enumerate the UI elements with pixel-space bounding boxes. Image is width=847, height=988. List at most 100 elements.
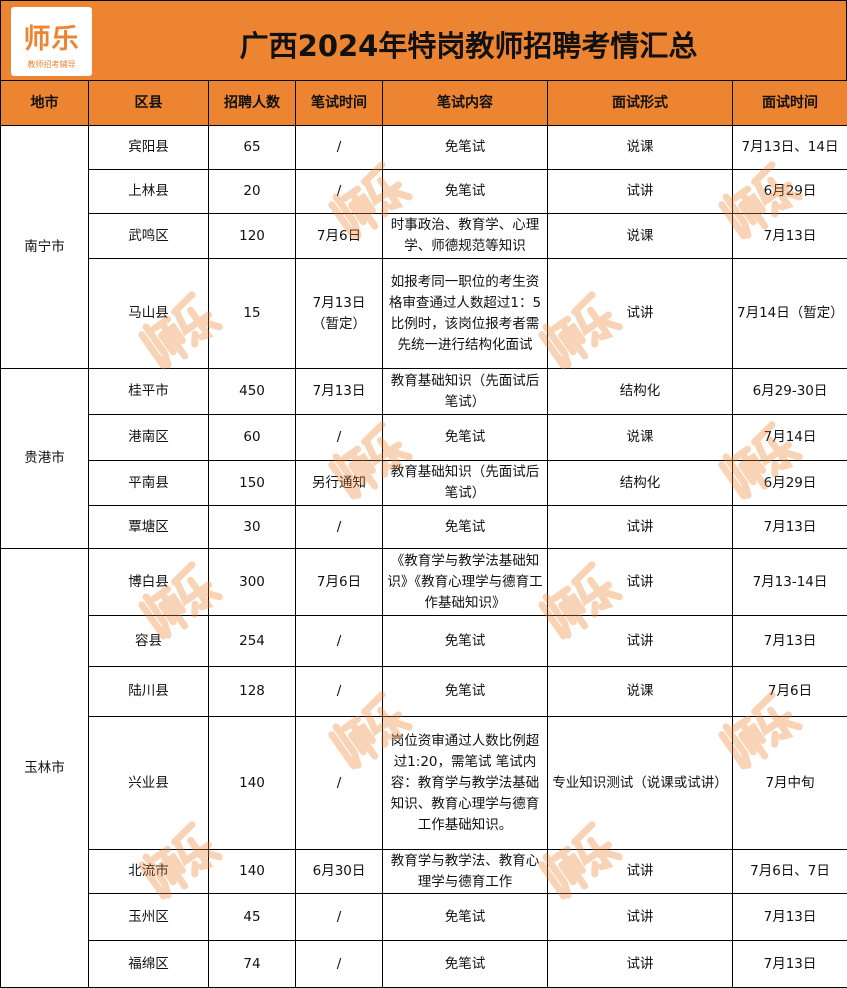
interview-date-cell: 6月29-30日 <box>733 369 847 415</box>
interview-form-cell: 说课 <box>548 214 733 259</box>
count-cell: 254 <box>209 616 296 667</box>
interview-date-cell: 7月6日、7日 <box>733 850 847 894</box>
exam-content-cell: 《教育学与教学法基础知识》《教育心理学与德育工作基础知识》 <box>383 549 548 616</box>
interview-form-cell: 说课 <box>548 126 733 170</box>
interview-form-cell: 结构化 <box>548 461 733 506</box>
district-cell: 博白县 <box>89 549 209 616</box>
interview-date-cell: 7月中旬 <box>733 717 847 850</box>
logo: 师乐 教师招考辅导 <box>11 7 92 76</box>
count-cell: 128 <box>209 667 296 717</box>
count-cell: 45 <box>209 894 296 941</box>
interview-form-cell: 结构化 <box>548 369 733 415</box>
interview-date-cell: 7月14日 <box>733 415 847 461</box>
interview-form-cell: 试讲 <box>548 259 733 369</box>
interview-date-cell: 7月14日（暂定） <box>733 259 847 369</box>
exam-date-cell: 7月13日（暂定） <box>296 259 383 369</box>
exam-content-cell: 免笔试 <box>383 126 548 170</box>
exam-content-cell: 免笔试 <box>383 894 548 941</box>
interview-date-cell: 7月13-14日 <box>733 549 847 616</box>
count-cell: 65 <box>209 126 296 170</box>
interview-form-cell: 试讲 <box>548 549 733 616</box>
exam-content-cell: 教育基础知识（先面试后笔试） <box>383 461 548 506</box>
interview-form-cell: 试讲 <box>548 941 733 988</box>
title-bar: 师乐 教师招考辅导 广西2024年特岗教师招聘考情汇总 <box>0 0 847 81</box>
exam-content-cell: 教育基础知识（先面试后笔试） <box>383 369 548 415</box>
exam-date-cell: / <box>296 717 383 850</box>
interview-date-cell: 7月13日 <box>733 941 847 988</box>
interview-form-cell: 说课 <box>548 415 733 461</box>
count-cell: 140 <box>209 850 296 894</box>
column-header: 笔试内容 <box>383 81 548 126</box>
interview-form-cell: 试讲 <box>548 506 733 549</box>
exam-content-cell: 岗位资审通过人数比例超过1:20，需笔试 笔试内容：教育学与教学法基础知识、教育… <box>383 717 548 850</box>
district-cell: 上林县 <box>89 170 209 214</box>
district-cell: 覃塘区 <box>89 506 209 549</box>
column-header: 笔试时间 <box>296 81 383 126</box>
count-cell: 120 <box>209 214 296 259</box>
interview-date-cell: 7月6日 <box>733 667 847 717</box>
exam-content-cell: 教育学与教学法、教育心理学与德育工作 <box>383 850 548 894</box>
count-cell: 60 <box>209 415 296 461</box>
district-cell: 武鸣区 <box>89 214 209 259</box>
exam-content-cell: 免笔试 <box>383 941 548 988</box>
interview-form-cell: 试讲 <box>548 850 733 894</box>
exam-date-cell: 另行通知 <box>296 461 383 506</box>
exam-date-cell: / <box>296 667 383 717</box>
exam-date-cell: 7月13日 <box>296 369 383 415</box>
logo-name: 师乐 <box>11 17 92 56</box>
interview-date-cell: 7月13日 <box>733 506 847 549</box>
count-cell: 140 <box>209 717 296 850</box>
column-header: 面试时间 <box>733 81 847 126</box>
column-header: 招聘人数 <box>209 81 296 126</box>
count-cell: 20 <box>209 170 296 214</box>
exam-date-cell: / <box>296 941 383 988</box>
exam-content-cell: 免笔试 <box>383 616 548 667</box>
exam-date-cell: 7月6日 <box>296 549 383 616</box>
interview-date-cell: 6月29日 <box>733 461 847 506</box>
count-cell: 15 <box>209 259 296 369</box>
district-cell: 宾阳县 <box>89 126 209 170</box>
table-header: 地市区县招聘人数笔试时间笔试内容面试形式面试时间 <box>1 81 847 126</box>
district-cell: 容县 <box>89 616 209 667</box>
exam-content-cell: 免笔试 <box>383 415 548 461</box>
exam-content-cell: 免笔试 <box>383 170 548 214</box>
city-cell: 玉林市 <box>1 549 89 988</box>
city-cell: 贵港市 <box>1 369 89 549</box>
column-header: 区县 <box>89 81 209 126</box>
exam-date-cell: / <box>296 506 383 549</box>
district-cell: 玉州区 <box>89 894 209 941</box>
exam-date-cell: / <box>296 170 383 214</box>
district-cell: 陆川县 <box>89 667 209 717</box>
exam-date-cell: 6月30日 <box>296 850 383 894</box>
exam-date-cell: / <box>296 894 383 941</box>
exam-date-cell: 7月6日 <box>296 214 383 259</box>
interview-form-cell: 试讲 <box>548 616 733 667</box>
page-title: 广西2024年特岗教师招聘考情汇总 <box>91 23 846 65</box>
interview-date-cell: 7月13日 <box>733 894 847 941</box>
interview-date-cell: 7月13日 <box>733 616 847 667</box>
logo-tagline: 教师招考辅导 <box>11 59 92 70</box>
interview-form-cell: 试讲 <box>548 894 733 941</box>
district-cell: 平南县 <box>89 461 209 506</box>
exam-content-cell: 时事政治、教育学、心理学、师德规范等知识 <box>383 214 548 259</box>
interview-date-cell: 7月13日 <box>733 214 847 259</box>
count-cell: 74 <box>209 941 296 988</box>
exam-content-cell: 如报考同一职位的考生资格审查通过人数超过1：5比例时，该岗位报考者需先统一进行结… <box>383 259 548 369</box>
count-cell: 150 <box>209 461 296 506</box>
district-cell: 北流市 <box>89 850 209 894</box>
district-cell: 桂平市 <box>89 369 209 415</box>
interview-form-cell: 说课 <box>548 667 733 717</box>
exam-date-cell: / <box>296 616 383 667</box>
